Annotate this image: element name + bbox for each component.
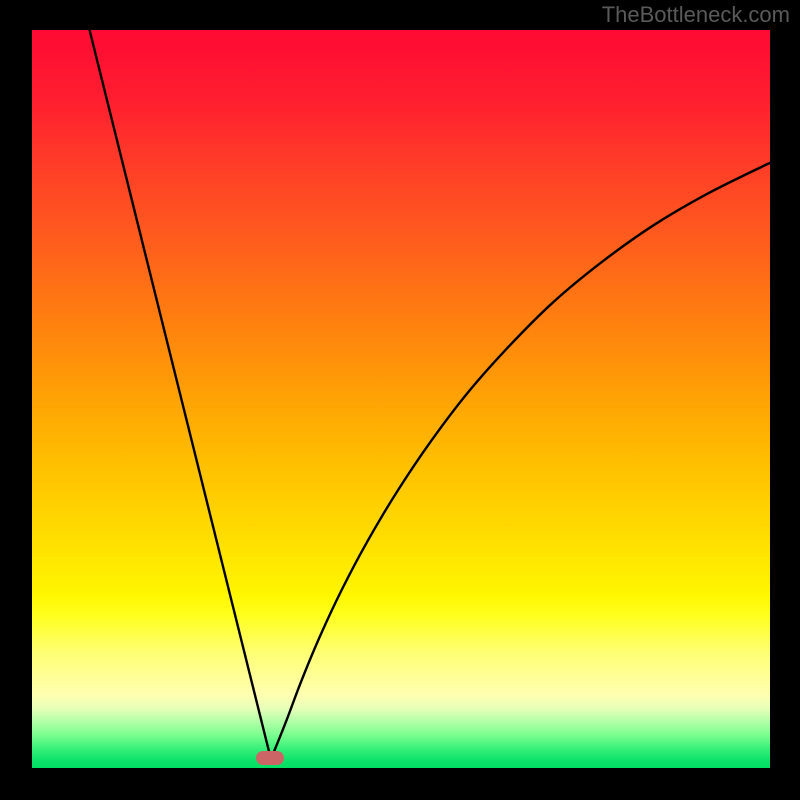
chart-canvas: TheBottleneck.com — [0, 0, 800, 800]
curve-plot — [32, 30, 770, 768]
plot-area — [32, 30, 770, 768]
curve-left-branch — [90, 30, 271, 757]
minimum-marker — [256, 751, 284, 765]
curve-right-branch — [272, 163, 770, 757]
watermark-text: TheBottleneck.com — [602, 2, 790, 28]
